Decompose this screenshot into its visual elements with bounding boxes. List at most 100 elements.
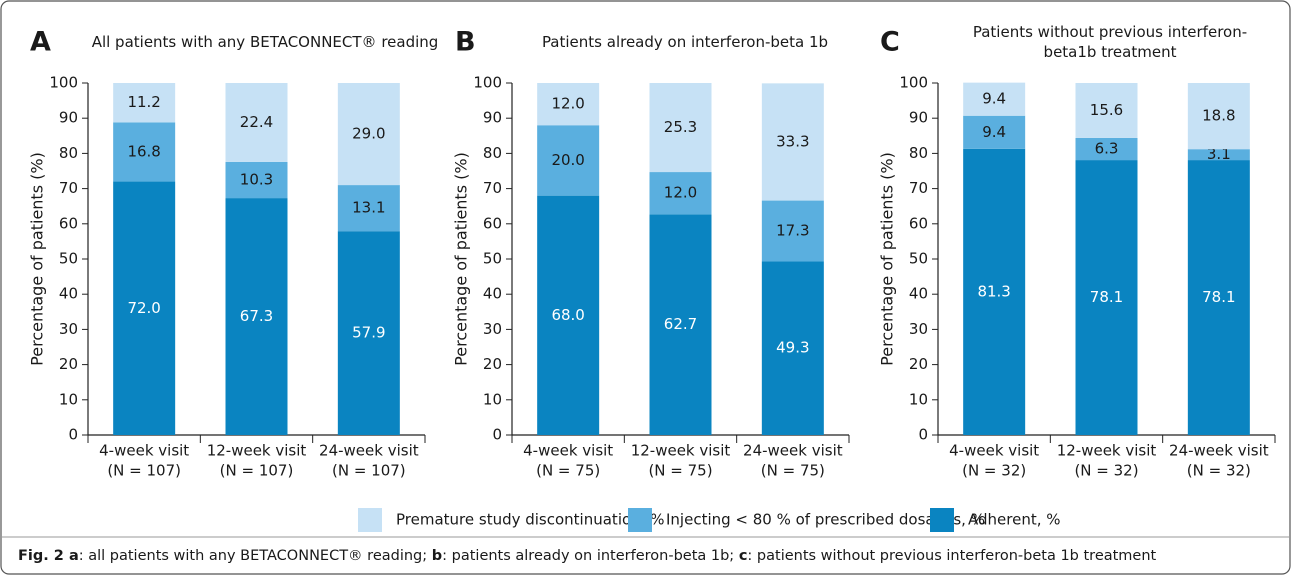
y-tick-label: 100 [899, 74, 928, 92]
y-tick-label: 90 [909, 109, 928, 127]
y-tick-label: 70 [909, 179, 928, 197]
legend-label: Injecting < 80 % of prescribed dosages, … [666, 511, 985, 529]
x-tick-label: 4-week visit [99, 442, 189, 460]
panel-title: Patients already on interferon-beta 1b [541, 33, 829, 51]
value-label: 12.0 [664, 184, 697, 202]
y-tick-label: 40 [483, 285, 502, 303]
y-tick-label: 30 [59, 320, 78, 338]
panel-letter: B [455, 27, 476, 58]
bar-segment [649, 83, 712, 173]
value-label: 67.3 [240, 307, 273, 325]
y-tick-label: 70 [483, 179, 502, 197]
y-tick-label: 90 [59, 109, 78, 127]
bar-segment [1187, 160, 1250, 435]
y-axis-label: Percentage of patients (%) [28, 152, 47, 366]
value-label: 78.1 [1202, 288, 1235, 306]
panel-letter: C [880, 27, 900, 58]
y-tick-label: 10 [483, 390, 502, 408]
x-tick-label: 24-week visit [319, 442, 419, 460]
bar-segment [963, 82, 1026, 116]
x-tick-count: (N = 32) [962, 462, 1026, 480]
bar-segment [113, 122, 176, 182]
value-label: 12.0 [551, 95, 584, 113]
x-tick-label: 12-week visit [631, 442, 731, 460]
value-label: 3.1 [1207, 145, 1231, 163]
bar-segment [649, 214, 712, 435]
y-tick-label: 0 [918, 426, 928, 444]
y-tick-label: 80 [483, 144, 502, 162]
value-label: 22.4 [240, 113, 273, 131]
bar-segment [537, 195, 600, 435]
value-label: 57.9 [352, 324, 385, 342]
value-label: 9.4 [982, 90, 1006, 108]
y-tick-label: 20 [909, 355, 928, 373]
y-axis-label: Percentage of patients (%) [878, 152, 897, 366]
value-label: 81.3 [977, 282, 1010, 300]
y-tick-label: 50 [483, 250, 502, 268]
bar-segment [1187, 149, 1250, 161]
x-tick-count: (N = 75) [761, 462, 825, 480]
bar-segment [649, 172, 712, 215]
value-label: 20.0 [551, 151, 584, 169]
y-tick-label: 100 [49, 74, 78, 92]
y-tick-label: 30 [483, 320, 502, 338]
caption-part: Fig. 2 a [18, 548, 79, 564]
value-label: 49.3 [776, 339, 809, 357]
bar-segment [337, 83, 400, 186]
y-axis-label: Percentage of patients (%) [452, 152, 471, 366]
x-tick-count: (N = 75) [648, 462, 712, 480]
caption: Fig. 2 a: all patients with any BETACONN… [18, 548, 1157, 564]
value-label: 33.3 [776, 132, 809, 150]
y-tick-label: 60 [483, 214, 502, 232]
bar-segment [1075, 83, 1138, 138]
x-tick-count: (N = 107) [332, 462, 406, 480]
y-tick-label: 70 [59, 179, 78, 197]
y-tick-label: 10 [909, 390, 928, 408]
y-tick-label: 60 [909, 214, 928, 232]
y-tick-label: 90 [483, 109, 502, 127]
value-label: 62.7 [664, 315, 697, 333]
value-label: 9.4 [982, 123, 1006, 141]
value-label: 78.1 [1090, 288, 1123, 306]
y-tick-label: 0 [492, 426, 502, 444]
value-label: 72.0 [127, 299, 160, 317]
value-label: 15.6 [1090, 101, 1123, 119]
bar-segment [963, 115, 1026, 149]
bar-segment [537, 83, 600, 126]
x-tick-label: 12-week visit [207, 442, 307, 460]
bar-segment [337, 231, 400, 435]
y-tick-label: 40 [59, 285, 78, 303]
legend-swatch [628, 508, 652, 532]
y-tick-label: 0 [68, 426, 78, 444]
bar-segment [1075, 137, 1138, 161]
value-label: 6.3 [1095, 140, 1119, 158]
value-label: 17.3 [776, 222, 809, 240]
bar-segment [225, 161, 288, 199]
legend-label: Premature study discontinuation, % [396, 511, 664, 529]
y-tick-label: 80 [59, 144, 78, 162]
x-tick-label: 4-week visit [523, 442, 613, 460]
caption-part: b [432, 548, 442, 564]
y-tick-label: 30 [909, 320, 928, 338]
caption-part: : all patients with any BETACONNECT® rea… [79, 548, 432, 564]
value-label: 18.8 [1202, 107, 1235, 125]
y-tick-label: 100 [473, 74, 502, 92]
x-tick-label: 4-week visit [949, 442, 1039, 460]
value-label: 11.2 [127, 93, 160, 111]
value-label: 13.1 [352, 199, 385, 217]
y-tick-label: 50 [909, 250, 928, 268]
y-tick-label: 80 [909, 144, 928, 162]
y-tick-label: 20 [483, 355, 502, 373]
bar-segment [225, 83, 288, 162]
bar-segment [113, 83, 176, 123]
y-tick-label: 50 [59, 250, 78, 268]
panel-title: Patients without previous interferon- be… [972, 23, 1248, 61]
legend-label: Adherent, % [968, 511, 1061, 529]
bar-segment [761, 83, 824, 201]
caption-part: : patients already on interferon-beta 1b… [442, 548, 739, 564]
bar-segment [113, 181, 176, 435]
panel-title: All patients with any BETACONNECT® readi… [91, 33, 439, 51]
